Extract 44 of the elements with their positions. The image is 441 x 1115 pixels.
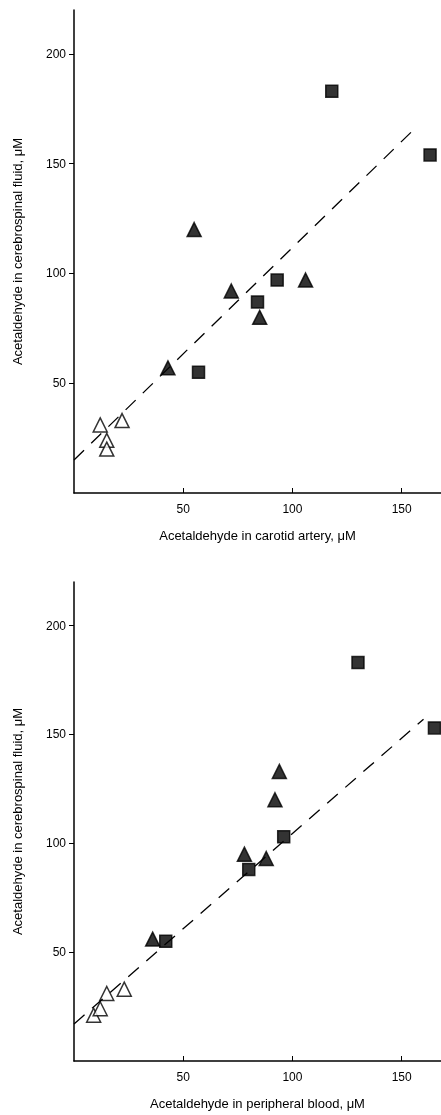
point [267,791,283,808]
y-tick-label: 50 [52,376,67,391]
point [276,829,291,844]
x-axis-title: Acetaldehyde in peripheral blood, μM [150,1096,365,1111]
y-tick-label: 50 [52,945,67,960]
point [92,1001,108,1017]
point [191,365,206,379]
point [99,985,115,1002]
point [325,84,339,98]
y-tick-label: 200 [45,46,67,61]
x-tick-label: 100 [282,1070,303,1084]
point [160,360,176,376]
y-tick-label: 100 [45,836,67,851]
point [236,846,253,862]
point [114,412,130,429]
x-tick-label: 150 [391,502,413,516]
x-tick-label: 150 [391,1070,413,1084]
point [242,862,256,877]
x-tick-label: 100 [282,502,303,516]
point [297,272,314,288]
point [99,441,115,457]
x-axis-title: Acetaldehyde in carotid artery, μM [159,528,356,543]
point [159,934,173,948]
y-tick-label: 150 [45,727,67,742]
point [423,148,437,162]
point [270,273,284,287]
x-tick-label: 50 [176,1070,191,1084]
y-tick-label: 200 [45,618,67,633]
x-tick-label: 50 [176,502,191,516]
y-tick-label: 100 [45,266,67,281]
point [223,283,240,299]
point [116,981,132,997]
point [92,417,108,433]
y-tick-label: 150 [45,156,67,171]
y-axis-title: Acetaldehyde in cerebrospinal fluid, μM [10,707,25,936]
point [258,850,274,867]
point [144,931,161,947]
point [186,221,202,238]
point [251,309,268,326]
point [271,763,288,780]
point [427,721,441,735]
y-axis-title: Acetaldehyde in cerebrospinal fluid, μM [10,137,25,366]
point [351,655,365,670]
point [250,295,265,309]
